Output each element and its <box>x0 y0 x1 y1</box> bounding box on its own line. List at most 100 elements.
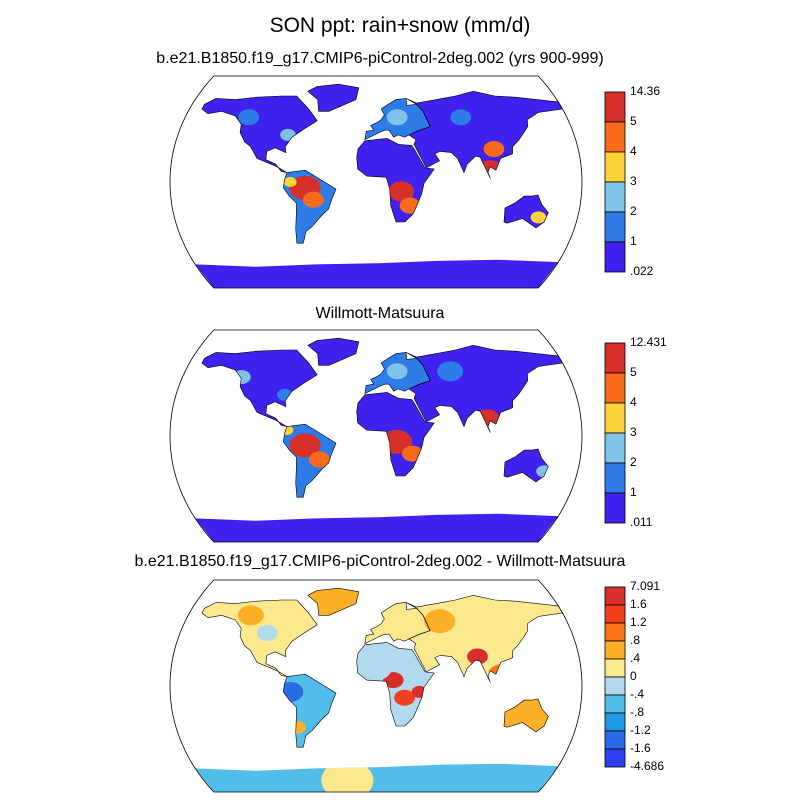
colorbar-label: .022 <box>630 264 654 278</box>
precip-region <box>238 109 260 126</box>
coastline <box>201 599 318 677</box>
precip-region <box>237 605 264 626</box>
map-border <box>169 75 583 289</box>
colorbar-swatch <box>604 151 626 183</box>
colorbar-swatch <box>604 402 626 434</box>
colorbar-label: .4 <box>630 651 641 665</box>
coastline <box>356 138 435 223</box>
precip-region <box>388 181 415 202</box>
panel-2-map <box>169 329 583 543</box>
colorbar-label: -4.686 <box>630 759 665 773</box>
colorbar-swatch <box>604 658 626 678</box>
panel-1-title: b.e21.B1850.f19_g17.CMIP6-piControl-2deg… <box>156 50 604 67</box>
coastline <box>364 602 431 645</box>
coastline <box>201 95 318 173</box>
coastline <box>405 344 563 433</box>
colorbar-label: 3 <box>630 425 637 439</box>
colorbar-swatch <box>604 432 626 464</box>
coastline <box>356 392 435 477</box>
colorbar-label: .011 <box>630 515 653 529</box>
precip-region <box>302 191 324 208</box>
coastline <box>201 349 318 427</box>
colorbar-label: 5 <box>630 114 637 128</box>
land-na <box>201 96 318 173</box>
colorbar-label: 14.36 <box>630 84 661 98</box>
land-gr <box>307 338 359 366</box>
precip-region <box>283 177 297 187</box>
precip-region <box>386 363 408 380</box>
colorbar-label: 1.6 <box>630 597 647 611</box>
colorbar-label: 1.2 <box>630 615 647 629</box>
coastline <box>307 83 360 112</box>
precip-region <box>467 648 488 665</box>
colorbar-label: 1 <box>630 485 637 499</box>
panel-3-map <box>169 579 583 793</box>
colorbar-swatch <box>604 91 626 123</box>
precip-region <box>386 109 408 126</box>
colorbar-label: -.8 <box>630 705 645 719</box>
coastline <box>283 673 337 748</box>
colorbar-swatch <box>604 342 626 374</box>
coastline <box>364 98 431 141</box>
colorbar-label: 3 <box>630 174 637 188</box>
colorbar-swatch <box>604 121 626 153</box>
colorbar-label: 5 <box>630 365 637 379</box>
colorbar-label: .8 <box>630 633 641 647</box>
coastline <box>364 352 431 395</box>
colorbar-label: 2 <box>630 455 637 469</box>
land-eu <box>364 602 431 644</box>
colorbar-swatch <box>604 694 626 714</box>
map-border <box>169 579 583 793</box>
coastline <box>307 337 360 366</box>
colorbar-swatch <box>604 181 626 213</box>
land-gr <box>307 588 359 616</box>
coastline <box>503 194 549 229</box>
precip-region <box>470 617 497 638</box>
panel-1-colorbar: 14.36 5 4 3 2 1 .022 <box>604 84 684 281</box>
colorbar-swatch <box>604 676 626 696</box>
colorbar-label: 12.431 <box>630 335 667 349</box>
colorbar-swatch <box>604 241 626 273</box>
coastline <box>405 90 563 179</box>
coastline <box>356 642 435 727</box>
panel-3-title: b.e21.B1850.f19_g17.CMIP6-piControl-2deg… <box>134 553 626 570</box>
panel-2-colorbar: 12.431 5 4 3 2 1 .011 <box>604 335 684 532</box>
precip-region <box>289 433 321 458</box>
precip-region <box>321 760 374 792</box>
colorbar-swatch <box>604 372 626 404</box>
land-gr <box>307 84 359 112</box>
colorbar-swatch <box>604 622 626 642</box>
coastline <box>503 448 549 483</box>
colorbar-label: 0 <box>630 669 637 683</box>
panel-1-map <box>169 75 583 289</box>
colorbar-label: 2 <box>630 204 637 218</box>
land-an <box>195 513 559 542</box>
coastline <box>283 169 337 244</box>
precip-region <box>308 451 330 468</box>
precip-region <box>523 707 545 724</box>
precip-region <box>303 701 325 718</box>
land-na <box>201 350 318 427</box>
precip-region <box>256 625 278 641</box>
land-an <box>195 259 559 288</box>
colorbar-label: -1.6 <box>630 741 651 755</box>
colorbar-label: 7.091 <box>630 579 661 593</box>
coastline <box>307 587 360 616</box>
precip-region <box>394 689 415 706</box>
colorbar-swatch <box>604 730 626 750</box>
colorbar-swatch <box>604 586 626 606</box>
colorbar-label: 4 <box>630 144 637 158</box>
colorbar-swatch <box>604 640 626 660</box>
map-border <box>169 329 583 543</box>
colorbar-label: -.4 <box>630 687 645 701</box>
precip-region <box>530 211 547 224</box>
precip-region <box>483 141 505 158</box>
coastline <box>503 698 549 733</box>
coastline <box>283 423 337 498</box>
precip-region <box>437 361 464 382</box>
land-as <box>406 91 563 179</box>
colorbar-swatch <box>604 712 626 732</box>
precip-region <box>450 109 472 126</box>
colorbar-swatch <box>604 462 626 494</box>
panel-2-title: Willmott-Matsuura <box>315 305 445 322</box>
